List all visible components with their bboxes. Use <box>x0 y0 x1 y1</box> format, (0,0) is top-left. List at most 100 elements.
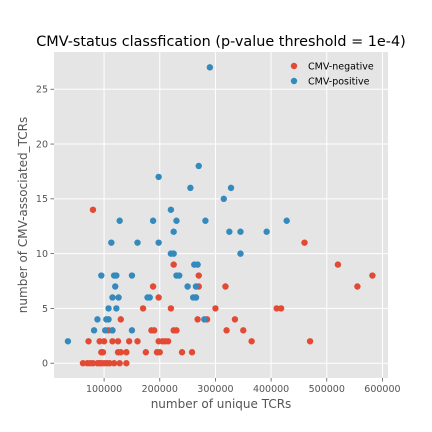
legend-label: CMV-positive <box>308 76 370 87</box>
data-point <box>167 305 175 312</box>
axis-ticks: 100000 200000 300000 400000 500000 600000 0 5 10… <box>36 85 401 395</box>
data-points <box>64 64 376 367</box>
data-point <box>248 338 255 345</box>
data-point <box>201 316 208 323</box>
x-tick-label: 300000 <box>197 384 233 395</box>
data-point <box>117 316 125 323</box>
data-point <box>167 206 175 213</box>
data-point <box>98 272 105 279</box>
data-point <box>123 349 130 356</box>
data-point <box>128 327 136 334</box>
data-point <box>114 338 122 345</box>
y-axis-label: number of CMV-associated_TCRs <box>16 117 30 313</box>
data-point <box>142 349 150 356</box>
data-point <box>146 294 153 301</box>
data-point <box>134 338 141 345</box>
data-point <box>94 316 101 323</box>
y-tick-label: 15 <box>36 194 48 205</box>
data-point <box>237 250 244 257</box>
data-point <box>109 327 116 334</box>
data-point <box>188 349 196 356</box>
data-point <box>105 316 112 323</box>
series-cmv-negative <box>79 206 376 367</box>
legend-marker <box>290 62 298 70</box>
data-point <box>283 217 290 224</box>
data-point <box>156 349 163 356</box>
data-point <box>173 327 180 334</box>
data-point <box>334 261 342 268</box>
y-tick-label: 0 <box>42 359 48 370</box>
data-point <box>226 228 233 235</box>
data-point <box>149 217 157 224</box>
data-point <box>240 327 247 334</box>
data-point <box>170 261 177 268</box>
data-point <box>195 272 202 279</box>
data-point <box>96 338 103 345</box>
y-tick-label: 25 <box>36 85 48 96</box>
data-point <box>354 283 361 290</box>
data-point <box>222 283 229 290</box>
legend: CMV-negative CMV-positive <box>290 61 374 87</box>
data-point <box>125 338 133 345</box>
data-point <box>301 239 308 246</box>
data-point <box>263 228 270 235</box>
data-point <box>231 316 239 323</box>
data-point <box>105 305 112 312</box>
data-point <box>173 217 180 224</box>
plot-area <box>54 52 388 378</box>
data-point <box>155 239 162 246</box>
x-tick-label: 500000 <box>309 384 345 395</box>
x-tick-label: 400000 <box>253 384 289 395</box>
data-point <box>109 338 116 345</box>
data-point <box>194 261 201 268</box>
y-tick-label: 5 <box>42 304 48 315</box>
chart-title: CMV-status classfication (p-value thresh… <box>36 34 406 50</box>
data-point <box>192 294 200 301</box>
data-point <box>100 338 108 345</box>
legend-marker <box>290 77 298 85</box>
data-point <box>184 283 191 290</box>
data-point <box>113 272 120 279</box>
data-point <box>128 272 136 279</box>
data-point <box>89 360 97 367</box>
data-point <box>202 217 209 224</box>
data-point <box>151 327 158 334</box>
data-point <box>89 206 97 213</box>
data-point <box>90 327 98 334</box>
x-axis-label: number of unique TCRs <box>151 397 292 411</box>
data-point <box>106 360 113 367</box>
data-point <box>116 217 123 224</box>
data-point <box>178 349 186 356</box>
data-point <box>139 305 147 312</box>
data-point <box>108 239 115 246</box>
data-point <box>170 250 177 257</box>
data-point <box>99 349 107 356</box>
y-tick-label: 10 <box>36 249 48 260</box>
data-point <box>109 294 116 301</box>
data-point <box>206 64 214 71</box>
data-point <box>194 316 201 323</box>
data-point <box>79 360 87 367</box>
data-point <box>112 283 119 290</box>
data-point <box>237 228 244 235</box>
legend-label: CMV-negative <box>308 61 374 72</box>
data-point <box>149 283 157 290</box>
data-point <box>212 305 219 312</box>
y-tick-label: 20 <box>36 139 48 150</box>
data-point <box>155 173 162 181</box>
x-tick-label: 600000 <box>364 384 400 395</box>
data-point <box>192 283 200 290</box>
data-point <box>195 162 202 170</box>
data-point <box>110 360 118 367</box>
data-point <box>117 349 125 356</box>
data-point <box>170 228 177 235</box>
data-point <box>306 338 314 345</box>
data-point <box>223 327 230 334</box>
data-point <box>64 338 72 345</box>
data-point <box>187 184 194 192</box>
data-point <box>85 338 92 345</box>
data-point <box>116 360 123 367</box>
data-point <box>227 184 235 192</box>
data-point <box>164 338 172 345</box>
